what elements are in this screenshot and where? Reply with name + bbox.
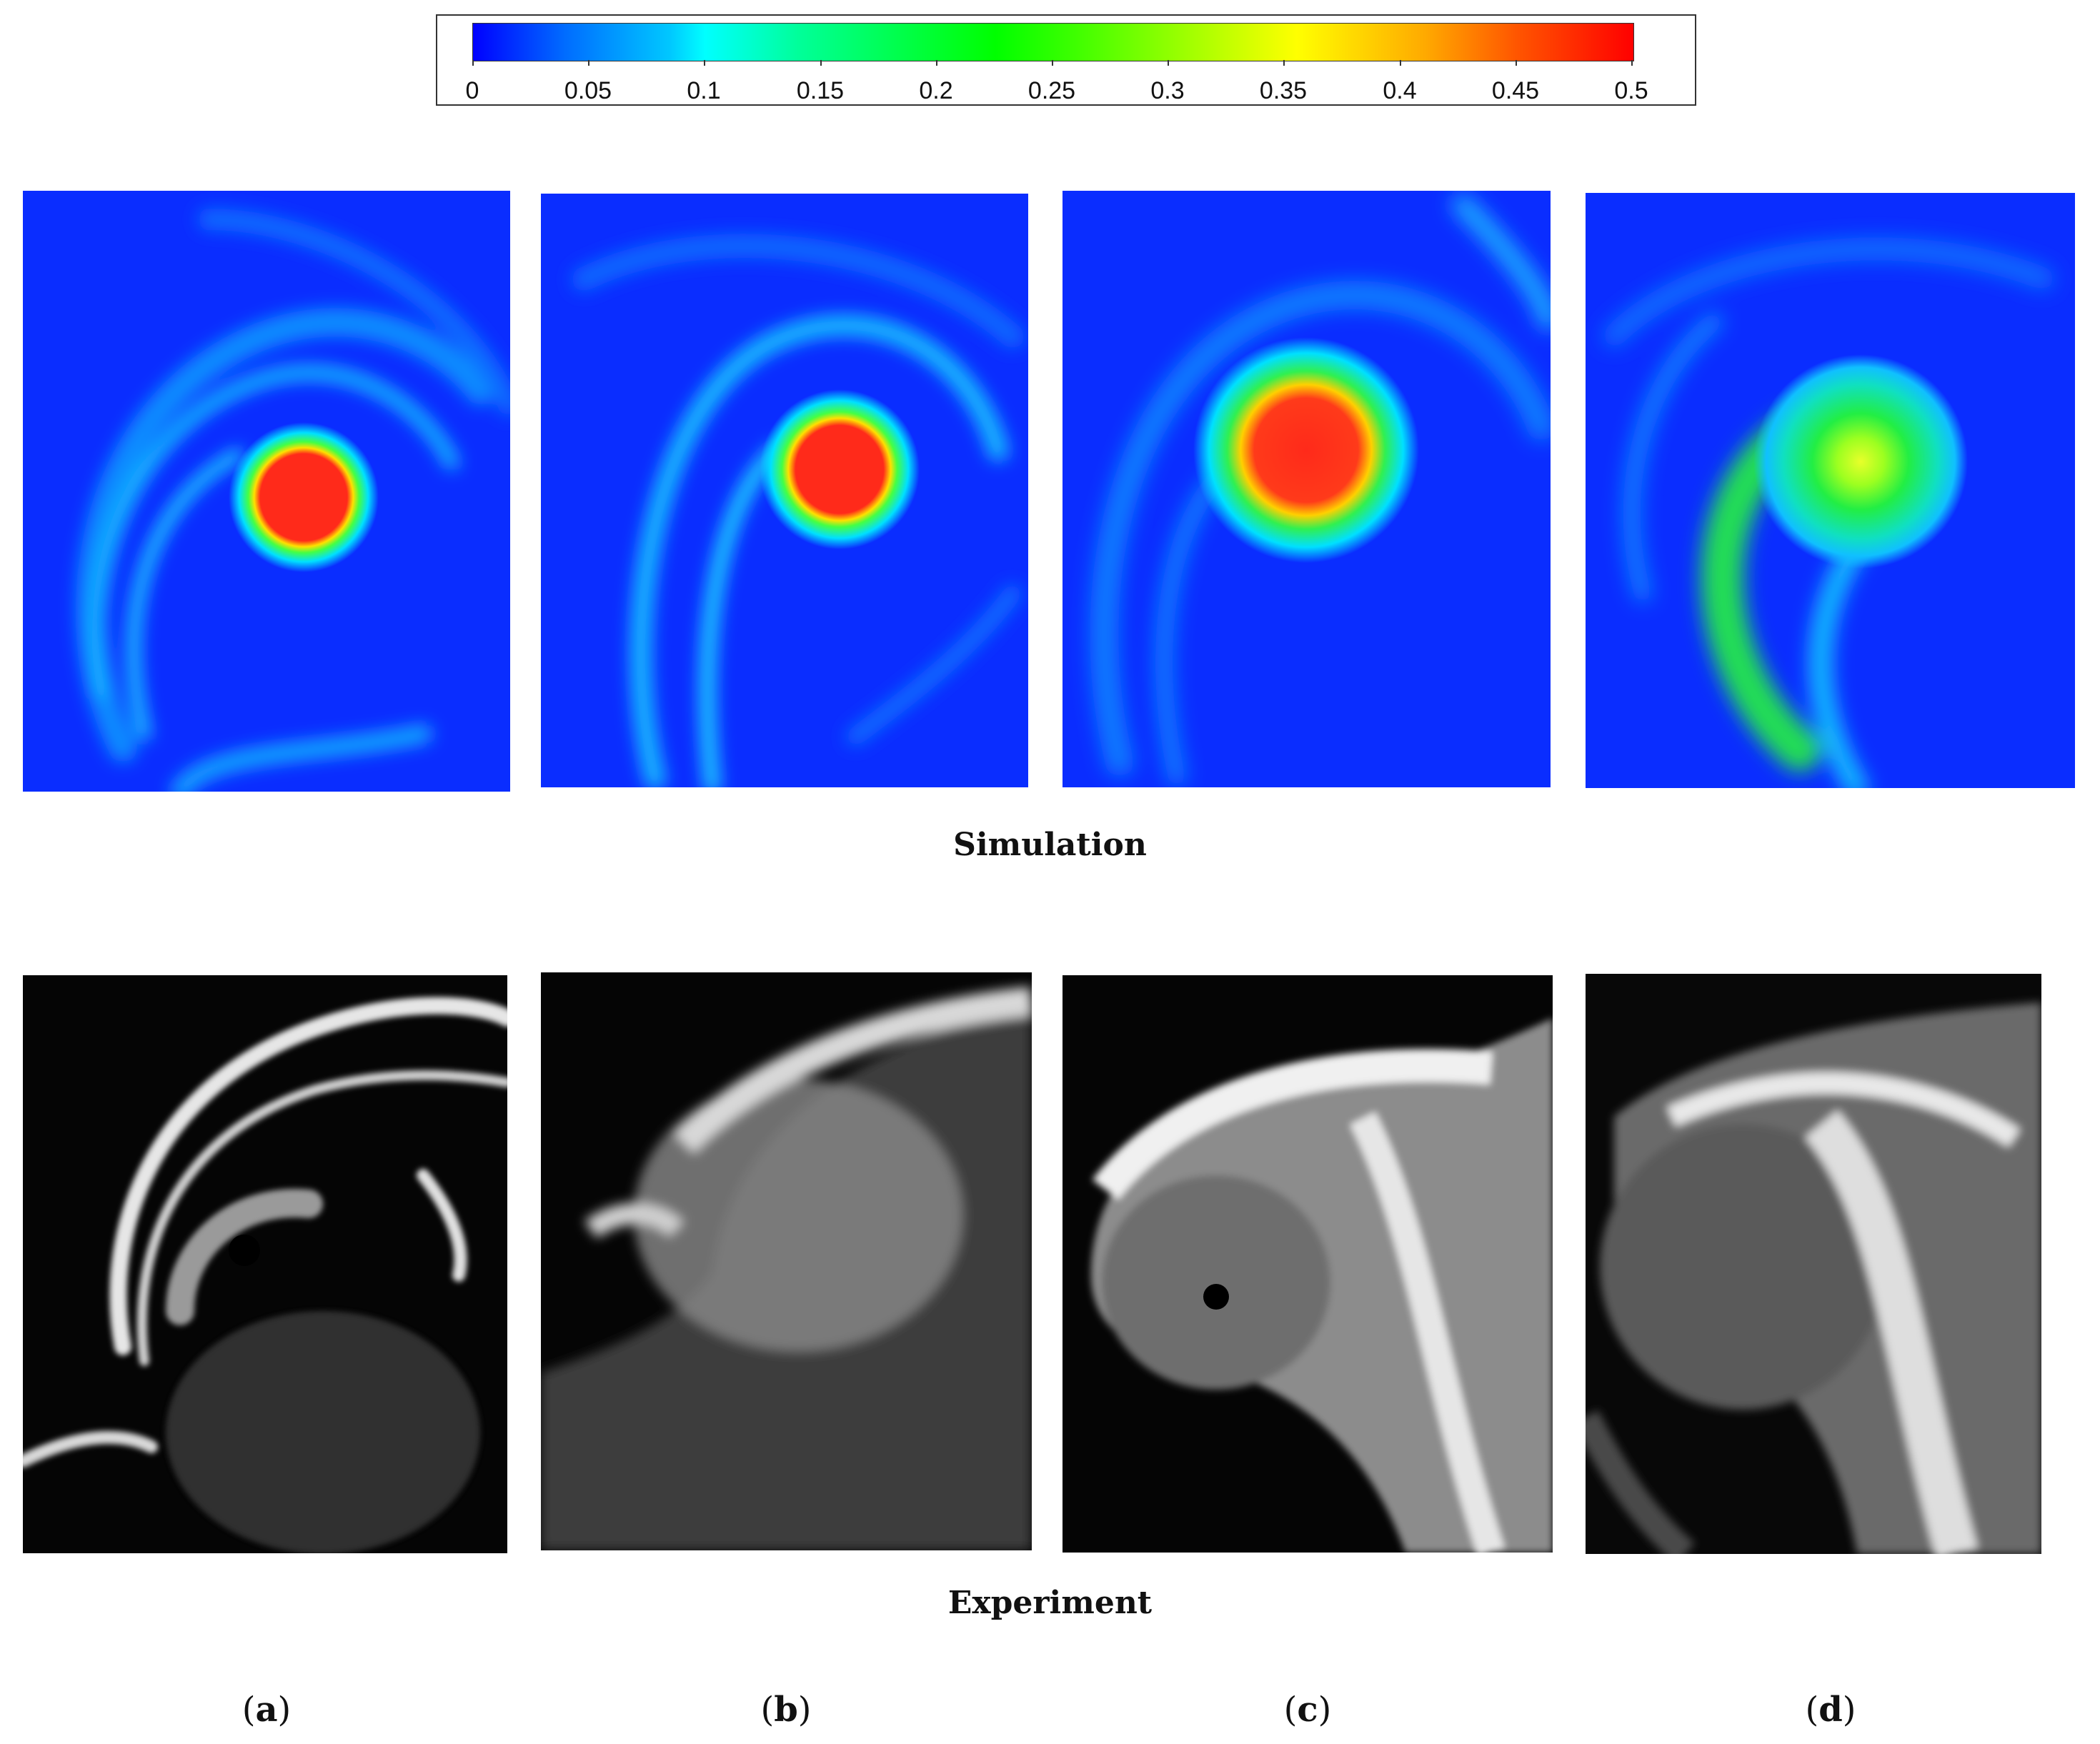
simulation-panel-c: [1063, 191, 1551, 787]
colorbar-tick: [588, 60, 589, 66]
colorbar-tick-label: 0.3: [1150, 77, 1185, 104]
colorbar-tick: [472, 60, 474, 66]
colorbar-tick-label: 0.35: [1259, 77, 1308, 104]
panel-letter: b: [774, 1690, 798, 1730]
colorbar-tick-label: 0.15: [796, 77, 845, 104]
experiment-panel-d: [1586, 974, 2041, 1554]
panel-label-a: (a): [242, 1690, 292, 1730]
colorbar-tick: [1052, 60, 1053, 66]
colorbar-tick: [936, 60, 937, 66]
colorbar-tick: [1168, 60, 1169, 66]
colorbar-tick-label: 0.4: [1383, 77, 1417, 104]
experiment-caption: Experiment: [947, 1585, 1153, 1621]
colorbar-tick-label: 0.05: [564, 77, 612, 104]
colorbar-tick-label: 0: [465, 77, 479, 104]
panel-label-d: (d): [1805, 1690, 1856, 1730]
simulation-caption: Simulation: [953, 827, 1147, 863]
colorbar-tick: [1400, 60, 1401, 66]
colorbar-tick-label: 0.45: [1491, 77, 1540, 104]
colorbar-tick: [704, 60, 705, 66]
panel-label-b: (b): [760, 1690, 812, 1730]
experiment-panel-c: [1063, 975, 1553, 1553]
colorbar: 0 0.05 0.1 0.15 0.2 0.25 0.3 0.35 0.4 0.…: [436, 14, 1696, 106]
experiment-panel-a: [23, 975, 507, 1553]
colorbar-gradient: [472, 23, 1634, 61]
colorbar-tick-label: 0.2: [919, 77, 953, 104]
panel-letter: a: [255, 1690, 278, 1730]
colorbar-tick: [1631, 60, 1633, 66]
simulation-panel-b: [541, 194, 1028, 787]
colorbar-tick-label: 0.1: [687, 77, 721, 104]
colorbar-tick-label: 0.5: [1614, 77, 1648, 104]
colorbar-tick: [820, 60, 822, 66]
panel-letter: d: [1818, 1690, 1843, 1730]
colorbar-tick-label: 0.25: [1027, 77, 1076, 104]
experiment-panel-b: [541, 972, 1032, 1550]
panel-letter: c: [1297, 1690, 1318, 1730]
colorbar-tick: [1516, 60, 1517, 66]
simulation-panel-a: [23, 191, 510, 792]
simulation-panel-d: [1586, 193, 2075, 788]
colorbar-tick: [1283, 60, 1285, 66]
panel-label-c: (c): [1283, 1690, 1332, 1730]
